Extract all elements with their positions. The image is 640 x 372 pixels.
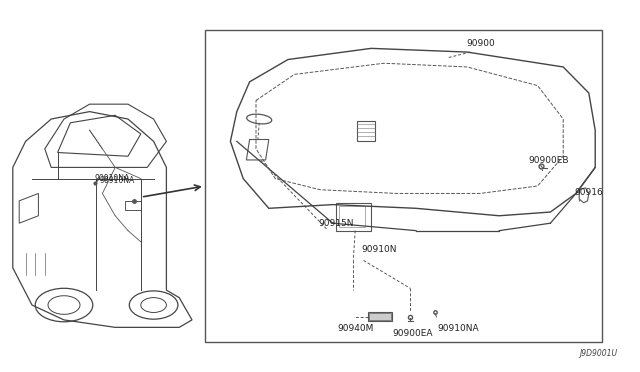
Bar (368, 312, 392, 321)
Bar (125, 201, 141, 210)
Text: 90910NA: 90910NA (437, 324, 479, 333)
Text: 90910N: 90910N (362, 246, 397, 254)
Text: 90900EA: 90900EA (392, 329, 433, 338)
Bar (357, 121, 375, 141)
Bar (205, 30, 602, 342)
Text: 90915N: 90915N (318, 219, 353, 228)
Bar (336, 203, 371, 231)
Text: 90900EB: 90900EB (528, 156, 568, 165)
Bar (339, 206, 365, 227)
Text: J9D9001U: J9D9001U (579, 349, 618, 358)
Text: 90910NA: 90910NA (95, 174, 130, 183)
Text: 90940M: 90940M (337, 324, 374, 333)
Text: 90900: 90900 (466, 39, 495, 48)
Text: 90916: 90916 (575, 188, 604, 197)
Bar (369, 313, 391, 320)
Text: 90910NA: 90910NA (99, 176, 134, 185)
